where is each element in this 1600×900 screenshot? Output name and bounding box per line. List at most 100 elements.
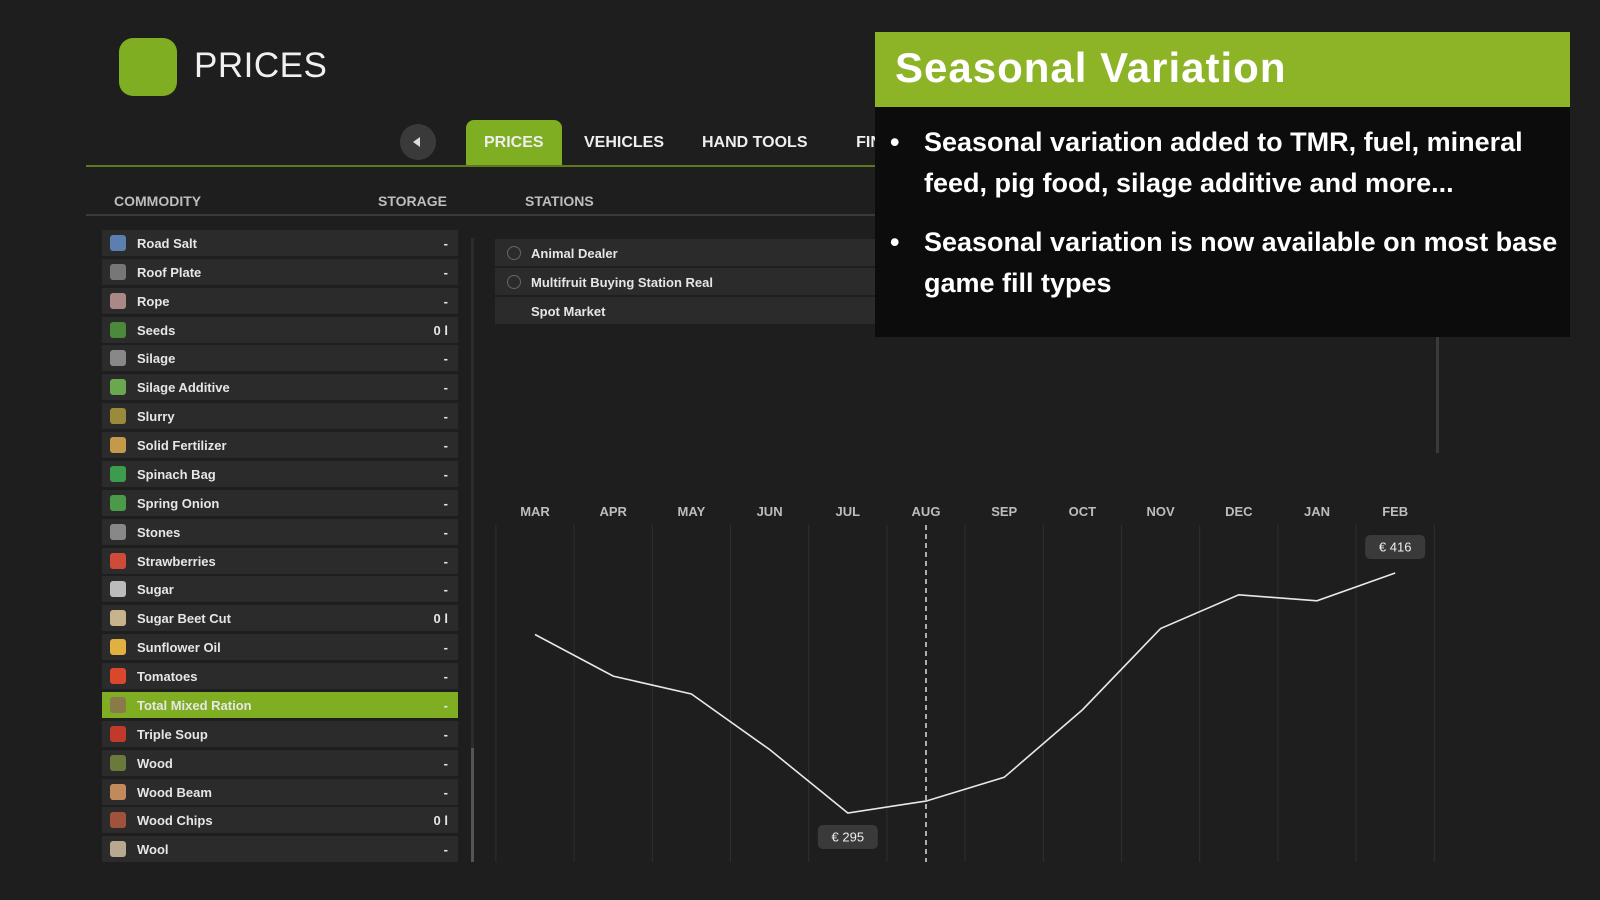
commodity-storage: - [443, 409, 448, 425]
commodity-storage: - [443, 495, 448, 511]
commodity-name: Tomatoes [137, 669, 198, 685]
commodity-storage: - [443, 842, 448, 858]
commodity-name: Strawberries [137, 553, 216, 569]
commodity-storage: - [443, 640, 448, 656]
month-label: JUL [836, 504, 861, 519]
commodity-storage: - [443, 697, 448, 713]
overlay-title: Seasonal Variation [895, 44, 1287, 91]
commodity-name: Sunflower Oil [137, 640, 221, 656]
commodity-row[interactable]: Sugar - [102, 576, 458, 603]
commodity-name: Sugar Beet Cut [137, 611, 231, 627]
station-icon [507, 246, 521, 260]
page-title: PRICES [194, 46, 328, 85]
tab[interactable]: PRICES [466, 120, 562, 165]
commodity-storage: - [443, 380, 448, 396]
back-button[interactable] [400, 124, 436, 160]
tab[interactable]: VEHICLES [584, 134, 665, 151]
commodity-icon [110, 552, 126, 569]
commodity-name: Wood Beam [137, 784, 212, 800]
commodity-row[interactable]: Triple Soup - [102, 720, 458, 747]
overlay-bullet: Seasonal variation added to TMR, fuel, m… [890, 122, 1564, 204]
commodity-name: Sugar [137, 582, 174, 598]
month-label: AUG [912, 504, 941, 519]
commodity-icon [110, 639, 126, 656]
commodity-storage: - [443, 236, 448, 251]
commodity-row[interactable]: Roof Plate - [102, 258, 458, 285]
commodity-row[interactable]: Stones - [102, 518, 458, 545]
commodity-icon [110, 235, 126, 251]
commodity-row[interactable]: Tomatoes - [102, 663, 458, 690]
commodity-row[interactable]: Silage - [102, 345, 458, 372]
station-name: Multifruit Buying Station Real [531, 274, 713, 290]
commodity-icon [110, 350, 126, 367]
commodity-storage: 0 l [433, 322, 448, 338]
commodity-storage: - [443, 726, 448, 742]
commodity-storage: 0 l [433, 813, 448, 829]
commodity-row[interactable]: Slurry - [102, 403, 458, 430]
commodity-icon [110, 812, 126, 829]
commodity-icon [110, 263, 126, 280]
commodity-icon [110, 696, 126, 713]
commodity-name: Spring Onion [137, 495, 220, 511]
tab[interactable]: HAND TOOLS [702, 134, 808, 151]
commodity-storage: - [443, 524, 448, 540]
commodity-name: Triple Soup [137, 726, 208, 742]
month-label: MAY [678, 504, 706, 519]
commodity-row[interactable]: Wood Chips 0 l [102, 807, 458, 834]
commodity-icon [110, 465, 126, 482]
commodity-icon [110, 610, 126, 627]
commodity-row[interactable]: Total Mixed Ration - [102, 691, 458, 718]
value-label: € 295 [832, 830, 865, 845]
commodity-icon [110, 754, 126, 771]
prices-icon [119, 38, 177, 96]
commodity-storage: - [443, 351, 448, 367]
commodity-name: Rope [137, 293, 170, 309]
column-header: STORAGE [378, 193, 447, 209]
value-label-box [1365, 535, 1426, 559]
commodity-name: Road Salt [137, 236, 197, 251]
commodity-row[interactable]: Solid Fertilizer - [102, 432, 458, 459]
commodity-storage: - [443, 755, 448, 771]
commodity-row[interactable]: Sunflower Oil - [102, 634, 458, 661]
tab-rule [86, 165, 1486, 167]
commodity-row[interactable]: Silage Additive - [102, 374, 458, 401]
header-rule [86, 214, 1486, 216]
scrollbar[interactable] [471, 238, 474, 862]
commodity-storage: - [443, 784, 448, 800]
commodity-row[interactable]: Spring Onion - [102, 489, 458, 516]
commodity-icon [110, 494, 126, 511]
commodity-storage: - [443, 669, 448, 685]
month-label: MAR [520, 504, 550, 519]
commodity-name: Silage Additive [137, 380, 230, 396]
commodity-row[interactable]: Sugar Beet Cut 0 l [102, 605, 458, 632]
commodity-row[interactable]: Wool - [102, 836, 458, 863]
commodity-name: Silage [137, 351, 176, 367]
commodity-row[interactable]: Wood Beam - [102, 778, 458, 805]
month-label: JAN [1304, 504, 1330, 519]
month-label: NOV [1147, 504, 1176, 519]
commodity-icon [110, 523, 126, 540]
commodity-storage: - [443, 553, 448, 569]
station-icon [507, 274, 521, 289]
commodity-row[interactable]: Seeds 0 l [102, 316, 458, 343]
month-label: FEB [1382, 504, 1408, 519]
overlay-header [875, 32, 1570, 107]
column-header: STATIONS [525, 193, 594, 209]
commodity-name: Roof Plate [137, 264, 202, 280]
scrollbar-thumb[interactable] [471, 748, 474, 862]
commodity-storage: - [443, 466, 448, 482]
commodity-storage: - [443, 438, 448, 454]
commodity-row[interactable]: Road Salt - [102, 230, 458, 256]
commodity-icon [110, 292, 126, 309]
commodity-row[interactable]: Rope - [102, 287, 458, 314]
commodity-name: Wood Chips [137, 813, 213, 829]
commodity-storage: - [443, 582, 448, 598]
commodity-row[interactable]: Spinach Bag - [102, 460, 458, 487]
month-label: SEP [991, 504, 1017, 519]
commodity-icon [110, 783, 126, 800]
commodity-icon [110, 408, 126, 425]
commodity-row[interactable]: Wood - [102, 749, 458, 776]
commodity-row[interactable]: Strawberries - [102, 547, 458, 574]
month-label: JUN [757, 504, 783, 519]
